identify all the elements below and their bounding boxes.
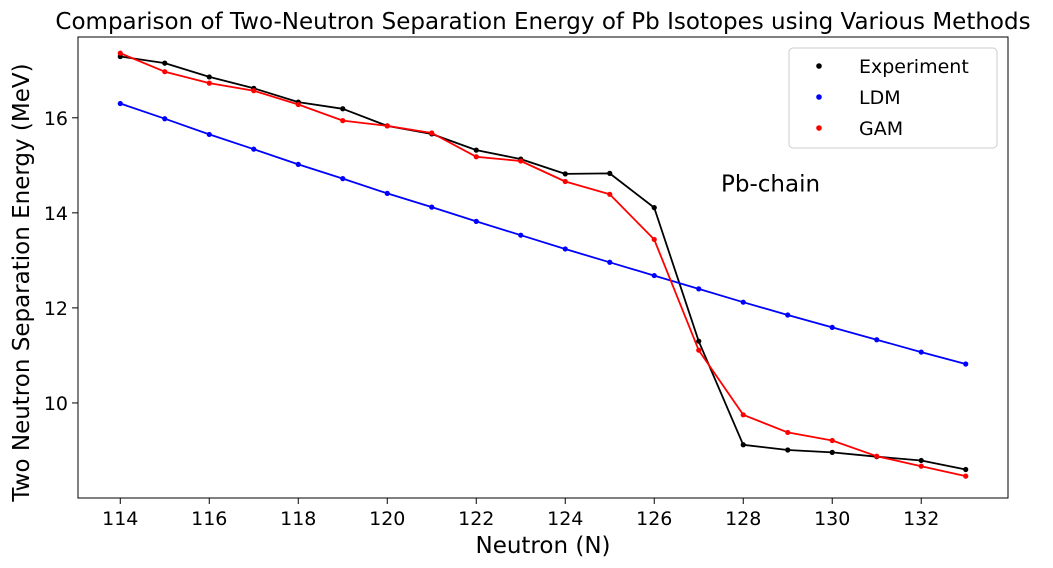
pb-chain-annotation: Pb-chain: [721, 171, 820, 197]
ldm-point: [384, 190, 390, 196]
gam-point: [117, 50, 123, 56]
x-axis: 114 116 118 120 122 124 126 128 130 132: [102, 498, 939, 530]
experiment-point: [963, 466, 969, 473]
ldm-point: [651, 272, 657, 279]
ldm-line: [120, 102, 966, 365]
legend-label-ldm: LDM: [859, 87, 901, 109]
gam-point: [829, 437, 835, 444]
ldm-point: [206, 131, 212, 138]
x-tick-label-116: 116: [191, 508, 227, 530]
ldm-point: [117, 100, 123, 107]
ldm-point: [696, 286, 702, 292]
x-tick-label-120: 120: [369, 508, 405, 530]
gam-point: [473, 154, 479, 160]
ldm-point: [963, 361, 969, 367]
gam-point: [251, 88, 257, 94]
ldm-point: [874, 337, 880, 343]
ldm-point: [785, 312, 791, 318]
experiment-point: [473, 147, 479, 153]
gam-point: [340, 118, 346, 124]
experiment-point: [696, 338, 702, 344]
ldm-point: [607, 259, 613, 265]
chart-title: Comparison of Two-Neutron Separation Ene…: [55, 9, 1030, 35]
ldm-point: [251, 146, 257, 152]
experiment-point: [162, 60, 168, 66]
ldm-point: [518, 232, 524, 238]
experiment-point: [340, 106, 346, 112]
gam-point: [963, 473, 969, 479]
x-tick-label-130: 130: [814, 508, 850, 530]
experiment-point: [785, 447, 791, 453]
y-tick-label-16: 16: [44, 108, 68, 130]
gam-point: [696, 347, 702, 353]
legend-label-experiment: Experiment: [859, 56, 969, 78]
x-tick-label-114: 114: [102, 508, 138, 530]
x-tick-label-118: 118: [280, 508, 316, 530]
ldm-point: [429, 204, 435, 210]
ldm-point: [562, 246, 568, 252]
gam-point: [206, 80, 212, 86]
gam-line: [119, 52, 966, 477]
ldm-point: [162, 116, 168, 122]
experiment-line: [120, 55, 966, 471]
experiment-point: [918, 457, 924, 464]
ldm-point: [340, 176, 346, 182]
gam-point: [162, 69, 168, 75]
x-tick-label-124: 124: [547, 508, 583, 530]
y-tick-label-12: 12: [44, 298, 68, 320]
experiment-point: [562, 171, 568, 177]
gam-point: [651, 236, 657, 243]
ldm-point: [740, 299, 746, 305]
x-tick-label-126: 126: [636, 508, 672, 530]
gam-point: [562, 178, 568, 185]
experiment-point: [206, 74, 212, 80]
series-layer: [117, 50, 969, 479]
experiment-point: [740, 442, 746, 448]
x-axis-label: Neutron (N): [475, 533, 610, 559]
legend-box: [788, 47, 998, 149]
ldm-point: [473, 218, 479, 224]
gam-point: [918, 463, 924, 469]
plot-frame: [77, 36, 1009, 499]
y-axis: 10 12 14 16: [44, 108, 78, 415]
gam-point: [874, 453, 880, 459]
gam-point: [740, 412, 746, 418]
gam-point: [384, 123, 390, 129]
plot-area: 114 116 118 120 122 124 126 128 130 132 10121416 …: [44, 36, 1009, 530]
y-tick-label-14: 14: [44, 203, 68, 225]
gam-point: [295, 101, 301, 108]
legend-marker-gam: [816, 125, 822, 131]
legend-marker-experiment: [816, 63, 822, 69]
ldm-point: [829, 324, 835, 330]
legend: Experiment LDM GAM: [788, 47, 998, 149]
y-tick-label-10: 10: [44, 393, 68, 415]
legend-label-gam: GAM: [859, 118, 903, 140]
legend-marker-ldm: [816, 94, 822, 100]
experiment-point: [607, 170, 613, 176]
gam-point: [518, 158, 524, 164]
experiment-point: [651, 205, 657, 211]
ldm-point: [918, 349, 924, 355]
x-tick-label-132: 132: [903, 508, 939, 530]
experiment-point: [829, 449, 835, 455]
x-tick-label-128: 128: [725, 508, 761, 530]
y-axis-label: Two Neutron Separation Energy (MeV): [9, 63, 35, 502]
gam-point: [607, 191, 613, 197]
gam-point: [785, 429, 791, 436]
x-tick-label-122: 122: [458, 508, 494, 530]
gam-point: [429, 130, 435, 136]
ldm-point: [295, 161, 301, 167]
